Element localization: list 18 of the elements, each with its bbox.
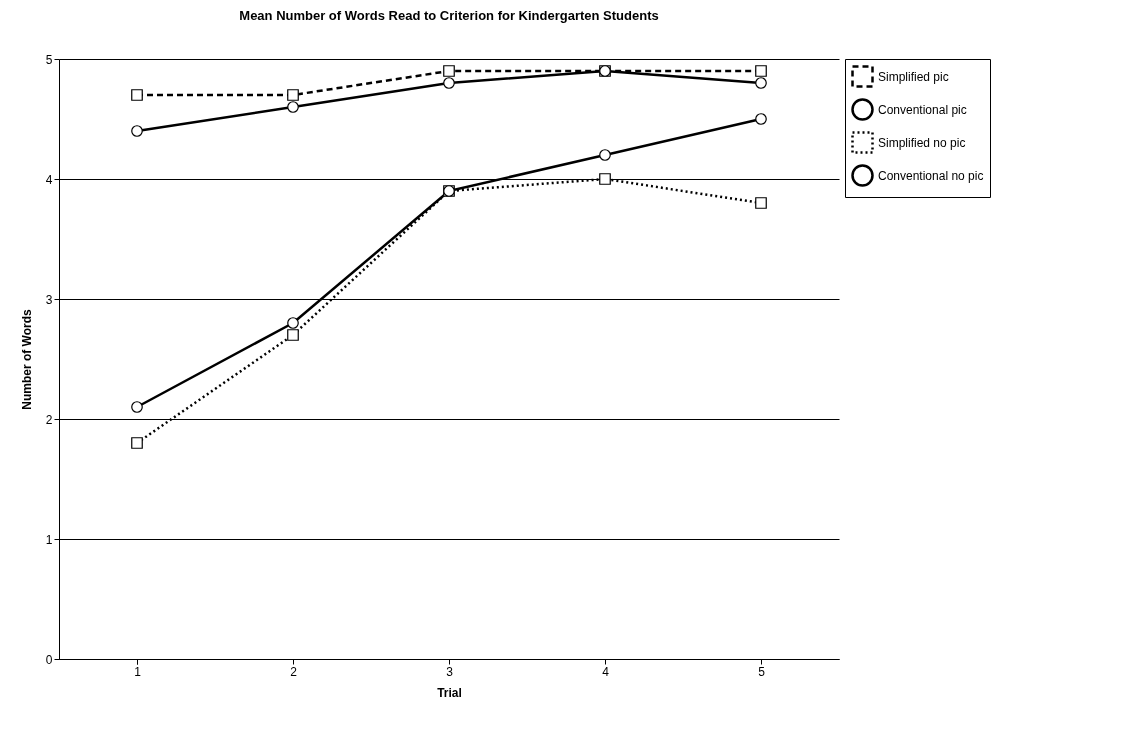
- x-tick-label: 4: [602, 664, 610, 679]
- legend-label: Conventional pic: [878, 102, 967, 117]
- y-tick-label: 4: [45, 172, 53, 187]
- y-tick-label: 0: [45, 652, 53, 667]
- y-tick-label: 5: [45, 52, 53, 67]
- legend-label: Simplified no pic: [878, 135, 966, 150]
- x-tick-label: 1: [134, 664, 142, 679]
- legend-label: Simplified pic: [878, 69, 949, 84]
- chart-title: Mean Number of Words Read to Criterion for Kindergarten Students: [239, 8, 659, 23]
- x-tick-label: 5: [758, 664, 766, 679]
- x-tick-label: 2: [290, 664, 298, 679]
- y-tick-label: 1: [45, 532, 53, 547]
- x-axis-title: Trial: [437, 685, 462, 700]
- y-axis-title: Number of Words: [19, 308, 34, 410]
- x-tick-label: 3: [446, 664, 454, 679]
- y-tick-label: 2: [45, 412, 53, 427]
- y-tick-label: 3: [45, 292, 53, 307]
- legend-label: Conventional no pic: [878, 168, 984, 183]
